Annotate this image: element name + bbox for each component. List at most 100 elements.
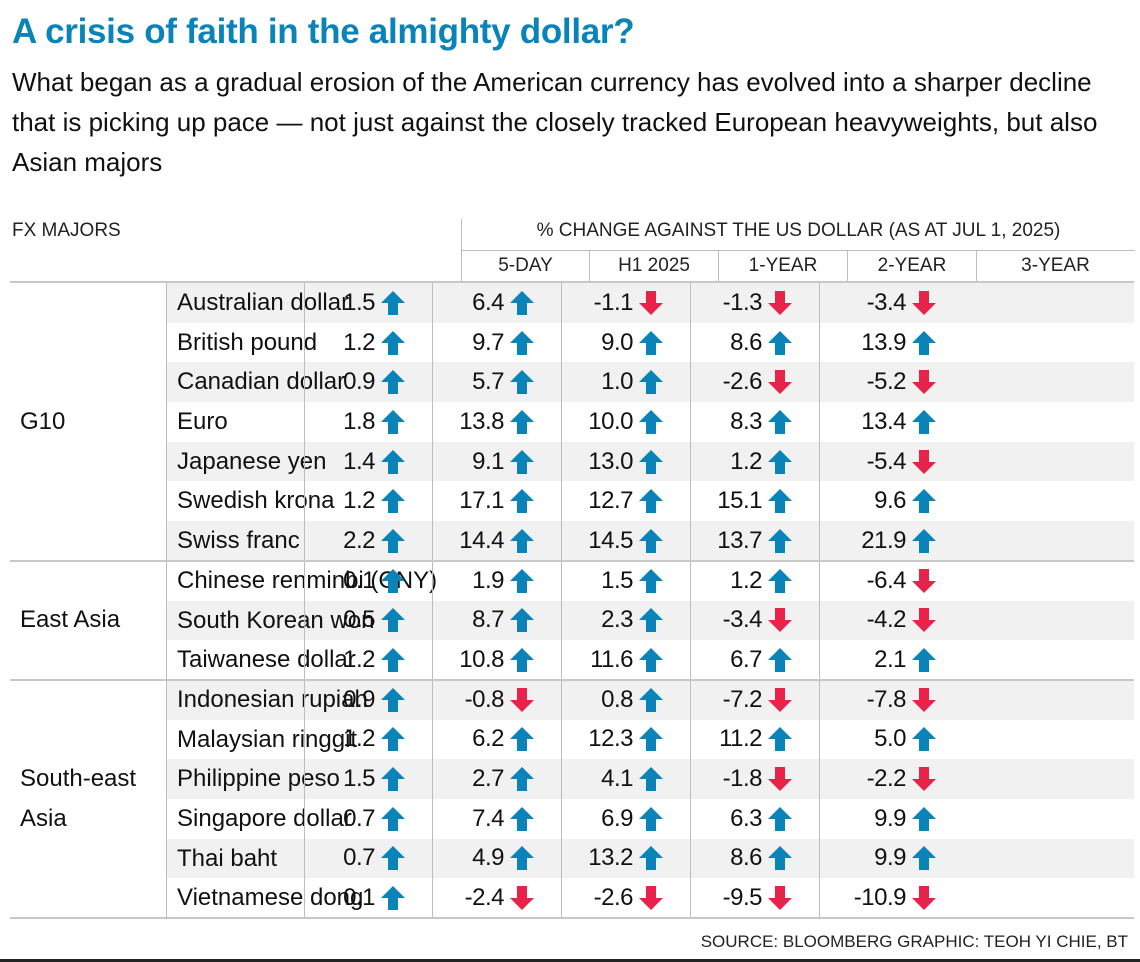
value-text: 0.9 xyxy=(343,685,375,713)
group-label: East Asia xyxy=(20,606,121,634)
value-cell: 12.3 xyxy=(561,719,690,760)
value-text: 1.2 xyxy=(343,646,375,674)
value-cell: 1.8 xyxy=(304,402,432,442)
arrow-down-icon xyxy=(912,767,936,792)
value-text: -4.2 xyxy=(866,606,907,634)
currency-name: Euro xyxy=(177,408,228,436)
group-label-line: Asia xyxy=(20,805,67,833)
arrow-up-icon xyxy=(510,846,534,871)
value-cell: 6.7 xyxy=(690,640,819,680)
value-cell: 0.7 xyxy=(304,838,432,879)
value-text: 1.2 xyxy=(343,725,375,753)
value-cell: 10.0 xyxy=(561,402,690,442)
value-text: 1.0 xyxy=(601,368,633,396)
chart-title: A crisis of faith in the almighty dollar… xyxy=(12,12,635,51)
arrow-up-icon xyxy=(768,330,792,355)
arrow-up-icon xyxy=(381,648,405,673)
value-cell: 1.9 xyxy=(432,560,561,601)
arrow-up-icon xyxy=(639,846,663,871)
value-cell: 6.2 xyxy=(432,719,561,760)
arrow-up-icon xyxy=(768,727,792,752)
value-text: 6.3 xyxy=(730,804,762,832)
arrow-up-icon xyxy=(381,449,405,474)
arrow-up-icon xyxy=(510,767,534,792)
value-text: 17.1 xyxy=(459,487,504,515)
value-text: 1.2 xyxy=(730,566,762,594)
arrow-up-icon xyxy=(639,370,663,395)
value-cell: 13.9 xyxy=(819,322,977,363)
value-cell: 9.1 xyxy=(432,441,561,482)
arrow-up-icon xyxy=(639,568,663,593)
value-cell: 9.7 xyxy=(432,322,561,363)
row-header-label: FX MAJORS xyxy=(12,220,121,241)
currency-name: Philippine peso xyxy=(177,765,340,793)
value-cell: 5.0 xyxy=(819,719,977,760)
arrow-up-icon xyxy=(639,648,663,673)
arrow-down-icon xyxy=(912,886,936,911)
arrow-up-icon xyxy=(510,409,534,434)
value-cell: -1.3 xyxy=(690,283,819,323)
arrow-down-icon xyxy=(510,687,534,712)
group-label: G10 xyxy=(20,407,66,435)
value-text: 5.0 xyxy=(874,725,906,753)
arrow-up-icon xyxy=(768,648,792,673)
arrow-up-icon xyxy=(381,886,405,911)
arrow-down-icon xyxy=(768,290,792,315)
arrow-down-icon xyxy=(768,886,792,911)
value-cell: 1.0 xyxy=(561,362,690,403)
group-divider xyxy=(10,559,1134,562)
value-text: 0.1 xyxy=(343,566,375,594)
currency-name: Swedish krona xyxy=(177,487,335,515)
arrow-up-icon xyxy=(510,449,534,474)
value-text: -2.6 xyxy=(593,884,634,912)
arrow-up-icon xyxy=(912,489,936,514)
value-text: 8.6 xyxy=(730,844,762,872)
value-cell: -4.2 xyxy=(819,600,977,641)
arrow-up-icon xyxy=(381,767,405,792)
arrow-down-icon xyxy=(768,608,792,633)
header-divider xyxy=(10,281,1134,283)
column-header-5-day: 5-DAY xyxy=(461,251,589,281)
value-cell: 13.2 xyxy=(561,838,690,879)
value-text: 13.8 xyxy=(459,407,504,435)
arrow-up-icon xyxy=(768,846,792,871)
arrow-up-icon xyxy=(510,806,534,831)
value-cell: -2.6 xyxy=(690,362,819,403)
value-cell: 9.9 xyxy=(819,838,977,879)
arrow-up-icon xyxy=(639,767,663,792)
value-text: 0.7 xyxy=(343,804,375,832)
value-cell: 2.3 xyxy=(561,600,690,641)
value-cell: 12.7 xyxy=(561,481,690,522)
value-cell: 4.1 xyxy=(561,759,690,799)
table-row: Thai baht 0.7 4.9 13.2 8.6 9.9 xyxy=(10,838,1134,879)
value-text: 9.1 xyxy=(472,447,504,475)
value-text: 15.1 xyxy=(717,487,762,515)
arrow-up-icon xyxy=(912,409,936,434)
currency-name: Chinese renminbi (CNY) xyxy=(177,566,438,594)
table-row: Singapore dollar 0.7 7.4 6.9 6.3 9.9 xyxy=(10,798,1134,839)
currency-name: British pound xyxy=(177,328,318,356)
arrow-up-icon xyxy=(381,568,405,593)
group-label-line: South-east xyxy=(20,765,137,793)
arrow-up-icon xyxy=(381,489,405,514)
column-header-1-year: 1-YEAR xyxy=(718,251,847,281)
group-label: South-east Asia xyxy=(20,759,136,839)
arrow-down-icon xyxy=(912,449,936,474)
table-row: Vietnamese dong 0.1 -2.4 -2.6 -9.5 -10.9 xyxy=(10,878,1134,918)
value-cell: -3.4 xyxy=(690,600,819,641)
arrow-down-icon xyxy=(510,886,534,911)
value-text: 13.2 xyxy=(588,844,633,872)
arrow-up-icon xyxy=(510,330,534,355)
arrow-up-icon xyxy=(510,290,534,315)
value-cell: -7.2 xyxy=(690,679,819,720)
value-cell: 10.8 xyxy=(432,640,561,680)
value-text: -2.6 xyxy=(722,368,763,396)
value-text: 1.2 xyxy=(343,487,375,515)
currency-name: Vietnamese dong xyxy=(177,884,364,912)
value-cell: 21.9 xyxy=(819,521,977,561)
value-cell: -2.4 xyxy=(432,878,561,918)
arrow-up-icon xyxy=(510,489,534,514)
value-text: 2.3 xyxy=(601,606,633,634)
value-cell: 6.4 xyxy=(432,283,561,323)
value-text: 0.1 xyxy=(343,884,375,912)
